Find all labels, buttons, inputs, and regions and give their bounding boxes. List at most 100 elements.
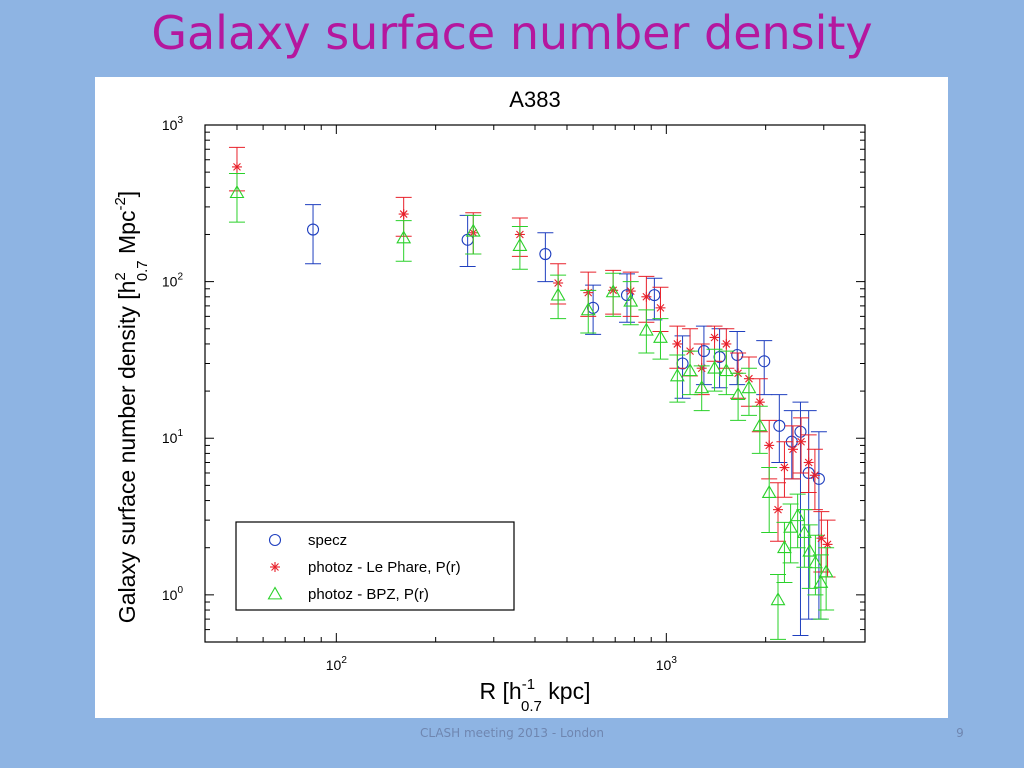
y-tick-label-exp: 1 [177, 428, 183, 439]
point-marker [809, 470, 820, 481]
data-point [228, 173, 245, 223]
legend-label: photoz - BPZ, P(r) [308, 586, 429, 603]
asterisk-stroke [656, 303, 665, 312]
point-marker [803, 457, 814, 468]
data-point [810, 431, 827, 620]
point-marker [802, 543, 818, 557]
data-point [784, 425, 801, 480]
legend: specz photoz - Le Phare, P(r) photoz - BPZ… [235, 521, 515, 611]
point-marker [587, 301, 600, 314]
data-point [756, 340, 773, 396]
legend-marker [267, 586, 283, 600]
x-tick-label-base: 10 [326, 657, 342, 673]
y-axis-label-prefix: Galaxy surface number density [h [114, 281, 140, 624]
asterisk-stroke [765, 441, 774, 450]
point-marker [707, 360, 722, 374]
asterisk-stroke [755, 398, 764, 407]
data-marks [228, 146, 836, 640]
y-tick-label-exp: 0 [177, 585, 183, 596]
data-point [782, 503, 799, 564]
point-marker [773, 419, 786, 432]
point-marker [306, 223, 320, 236]
data-point [740, 367, 757, 416]
point-marker [818, 564, 834, 578]
data-point [800, 434, 817, 494]
point-marker [730, 386, 746, 401]
data-point [395, 196, 412, 237]
y-axis-label-sub: 0.7 [134, 260, 151, 281]
point-marker [623, 293, 639, 307]
legend-marker [268, 533, 282, 547]
y-tick-label: 102 [162, 272, 184, 290]
point-marker [796, 524, 812, 538]
point-marker [773, 504, 784, 515]
x-tick-label: 102 [326, 655, 348, 673]
asterisk-stroke [673, 340, 682, 348]
asterisk-stroke [710, 333, 719, 342]
point-marker [648, 289, 661, 302]
y-axis-label-mid: Mpc [114, 211, 140, 261]
data-point [511, 225, 528, 270]
asterisk-stroke [817, 534, 826, 543]
point-marker [512, 237, 528, 251]
data-point [751, 405, 768, 454]
point-marker [812, 472, 825, 485]
point-marker [813, 574, 829, 588]
data-point [806, 448, 823, 511]
x-tick-label-base: 10 [656, 657, 672, 673]
point-marker [655, 302, 666, 313]
asterisk-stroke [780, 463, 789, 472]
point-marker [761, 484, 777, 498]
y-tick-label-base: 10 [162, 430, 178, 446]
legend-box [235, 521, 515, 611]
legend-marker [270, 562, 280, 572]
point-marker [783, 519, 799, 533]
data-point [580, 289, 597, 334]
x-tick-label-exp: 2 [341, 655, 347, 666]
point-marker [694, 380, 710, 394]
y-tick-label: 103 [162, 115, 184, 133]
chart-title: A383 [509, 87, 560, 112]
data-point [729, 331, 746, 386]
y-axis-label-sup2: -2 [112, 197, 129, 210]
legend-label: specz [308, 532, 347, 549]
data-point [770, 482, 787, 542]
slide-title: Galaxy surface number density [151, 6, 873, 60]
x-axis-label: R [h-1 0.7 kpc] [480, 676, 591, 715]
point-marker [752, 418, 768, 432]
data-point [793, 417, 810, 474]
point-marker [709, 332, 720, 343]
x-axis-label-prefix: R [h [480, 678, 522, 704]
data-point [652, 318, 669, 360]
asterisk-stroke [642, 292, 651, 301]
data-point [669, 354, 686, 403]
data-point [305, 204, 322, 265]
y-tick-label: 100 [162, 585, 184, 603]
x-axis-label-sup: -1 [522, 676, 535, 693]
legend-label: photoz - Le Phare, P(r) [308, 559, 461, 576]
y-axis-label: Galaxy surface number density [h2 0.7 Mpc… [112, 191, 151, 623]
point-marker [682, 363, 698, 377]
point-marker [796, 436, 807, 447]
point-marker [398, 209, 409, 220]
point-marker [539, 247, 552, 261]
data-point [706, 348, 723, 392]
point-marker [807, 555, 823, 569]
data-point [776, 441, 793, 498]
point-marker [754, 397, 765, 408]
point-marker [580, 302, 596, 316]
data-point [818, 547, 835, 611]
y-tick-label-base: 10 [162, 117, 178, 133]
asterisk-stroke [804, 458, 813, 467]
asterisk-stroke [789, 445, 797, 454]
data-point [789, 493, 806, 549]
y-tick-label-base: 10 [162, 587, 178, 603]
point-marker [731, 348, 744, 362]
point-marker [790, 508, 806, 522]
data-point [395, 220, 412, 262]
y-tick-label-exp: 2 [177, 272, 183, 283]
point-marker [641, 291, 652, 302]
data-point [771, 394, 788, 463]
point-marker [550, 287, 566, 301]
